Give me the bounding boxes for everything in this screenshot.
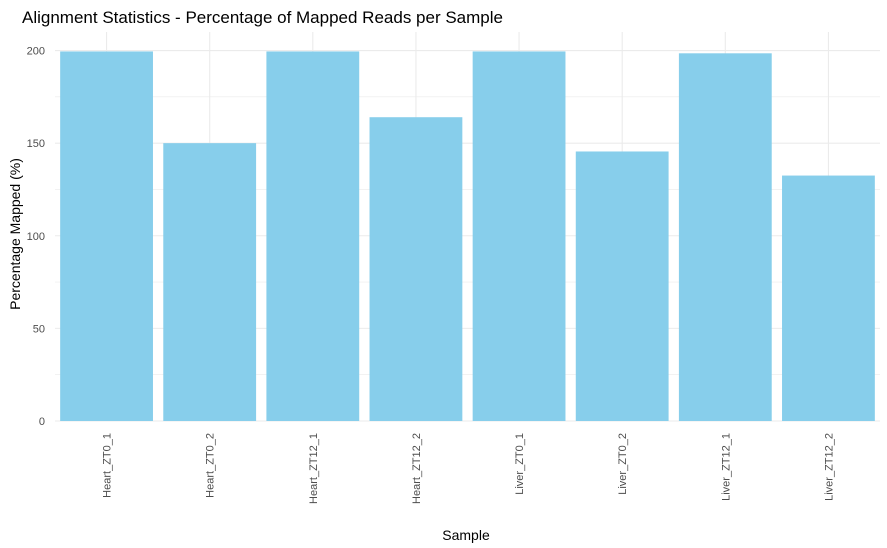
y-axis-ticks: 0 50 100 150 200 (27, 46, 45, 428)
x-tick-label: Liver_ZT12_1 (720, 433, 732, 501)
y-axis-title: Percentage Mapped (%) (7, 158, 23, 310)
bars (60, 51, 875, 422)
x-axis-title: Sample (442, 527, 490, 543)
bar-liver-zt12-2 (782, 175, 875, 421)
bar-heart-zt0-2 (163, 143, 257, 421)
x-tick-label: Liver_ZT0_2 (617, 433, 629, 495)
x-tick-label: Heart_ZT0_1 (102, 433, 114, 498)
bar-heart-zt12-2 (369, 117, 463, 421)
bar-liver-zt0-2 (575, 151, 669, 421)
x-axis-ticks: Heart_ZT0_1 Heart_ZT0_2 Heart_ZT12_1 Heart_… (102, 433, 836, 504)
bar-heart-zt12-1 (266, 51, 360, 421)
x-tick-label: Liver_ZT12_2 (823, 433, 835, 501)
y-tick-label: 150 (27, 138, 45, 150)
y-tick-label: 200 (27, 46, 45, 58)
bar-heart-zt0-1 (60, 51, 153, 421)
bar-liver-zt12-1 (678, 53, 772, 422)
bar-liver-zt0-1 (472, 51, 566, 421)
x-tick-label: Heart_ZT0_2 (205, 433, 217, 498)
y-tick-label: 50 (33, 323, 45, 335)
y-tick-label: 0 (39, 416, 45, 428)
y-tick-label: 100 (27, 231, 45, 243)
chart-title: Alignment Statistics - Percentage of Map… (22, 8, 503, 27)
x-tick-label: Liver_ZT0_1 (514, 433, 526, 495)
x-tick-label: Heart_ZT12_1 (308, 433, 320, 504)
x-tick-label: Heart_ZT12_2 (411, 433, 423, 504)
